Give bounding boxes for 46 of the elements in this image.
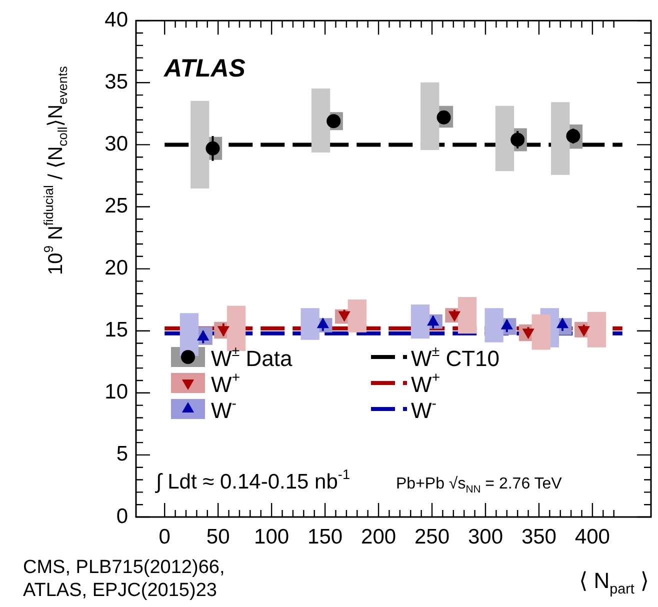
text: CMS, PLB715(2012)66, <box>23 557 225 578</box>
y-tick-label: 5 <box>116 442 128 466</box>
bar <box>495 106 514 172</box>
x-tick-label: 400 <box>574 525 610 548</box>
point <box>566 129 580 144</box>
bar <box>420 82 440 150</box>
y-tick-label: 0 <box>116 504 128 528</box>
x-tick-label: 350 <box>521 525 556 548</box>
y-tick-label: 20 <box>104 256 128 280</box>
legend-label: W- <box>211 396 237 423</box>
legend-label: W± Data <box>211 344 293 371</box>
y-tick-label: 35 <box>104 70 128 94</box>
y-axis-title: 109 Nfiducial / ⟨Ncoll⟩Nevents <box>41 66 70 276</box>
y-tick-label: 25 <box>104 194 128 218</box>
y-tick-label: 10 <box>104 380 128 404</box>
bar <box>300 308 320 340</box>
point <box>436 110 451 124</box>
y-tick-label: 15 <box>104 318 128 342</box>
legend-label: W± CT10 <box>411 344 500 371</box>
x-tick-label: 150 <box>308 525 343 548</box>
bar <box>484 308 504 342</box>
x-tick-label: 0 <box>158 525 170 548</box>
annotation: ATLAS <box>163 54 246 83</box>
point <box>510 132 525 147</box>
text: ATLAS, EPJC(2015)23 <box>23 580 217 601</box>
bar <box>190 100 210 188</box>
point <box>316 318 329 328</box>
bar <box>458 297 477 334</box>
x-tick-label: 250 <box>414 525 450 548</box>
x-tick-label: 300 <box>468 525 504 548</box>
legend-label: W+ <box>211 370 240 397</box>
y-tick-label: 30 <box>104 132 128 156</box>
bar <box>410 304 430 339</box>
y-tick-label: 40 <box>104 8 128 32</box>
x-tick-label: 100 <box>254 525 290 548</box>
point <box>206 141 220 156</box>
bar <box>551 102 570 175</box>
x-tick-label: 50 <box>206 525 230 548</box>
legend-label: W- <box>411 396 437 423</box>
bar <box>348 299 366 332</box>
legend-label: W+ <box>411 370 440 397</box>
point <box>427 315 440 326</box>
x-tick-label: 200 <box>361 525 396 548</box>
bar <box>311 88 330 152</box>
bar <box>587 312 606 348</box>
bar <box>532 314 550 350</box>
